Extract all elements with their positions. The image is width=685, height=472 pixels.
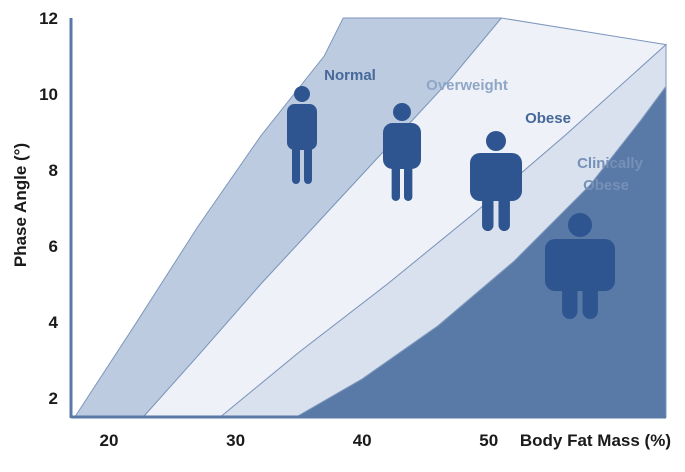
y-tick-label: 4 [49,313,59,332]
zone-label-obese: Obese [525,110,571,127]
very-heavy-person-icon [545,213,615,319]
heavy-person-icon [470,131,522,231]
person-figures [287,86,615,319]
axes [69,18,666,419]
zone-areas [73,17,668,418]
average-person-icon [383,103,421,201]
zone-clinically-obese [294,84,667,418]
zone-label-overweight: Overweight [426,77,508,94]
slim-person-icon [287,86,317,184]
y-tick-label: 10 [39,85,58,104]
x-tick-label: 20 [100,431,119,450]
zone-label-normal: Normal [324,67,376,84]
x-tick-label: 40 [353,431,372,450]
x-axis-label: Body Fat Mass (%) [520,431,671,450]
y-axis-label: Phase Angle (°) [11,143,30,267]
x-tick-label: 50 [479,431,498,450]
y-tick-label: 6 [49,237,58,256]
x-tick-label: 30 [226,431,245,450]
zone-label-clinically-obese: Clinically [577,155,644,172]
y-tick-label: 8 [49,161,58,180]
zone-labels: Normal Overweight Obese Clinically Obese [324,67,643,194]
y-tick-label: 12 [39,9,58,28]
zone-label-clinically-obese: Obese [583,177,629,194]
tick-labels: 2 4 6 8 10 12 20 30 40 50 [39,9,498,450]
y-tick-label: 2 [49,389,58,408]
